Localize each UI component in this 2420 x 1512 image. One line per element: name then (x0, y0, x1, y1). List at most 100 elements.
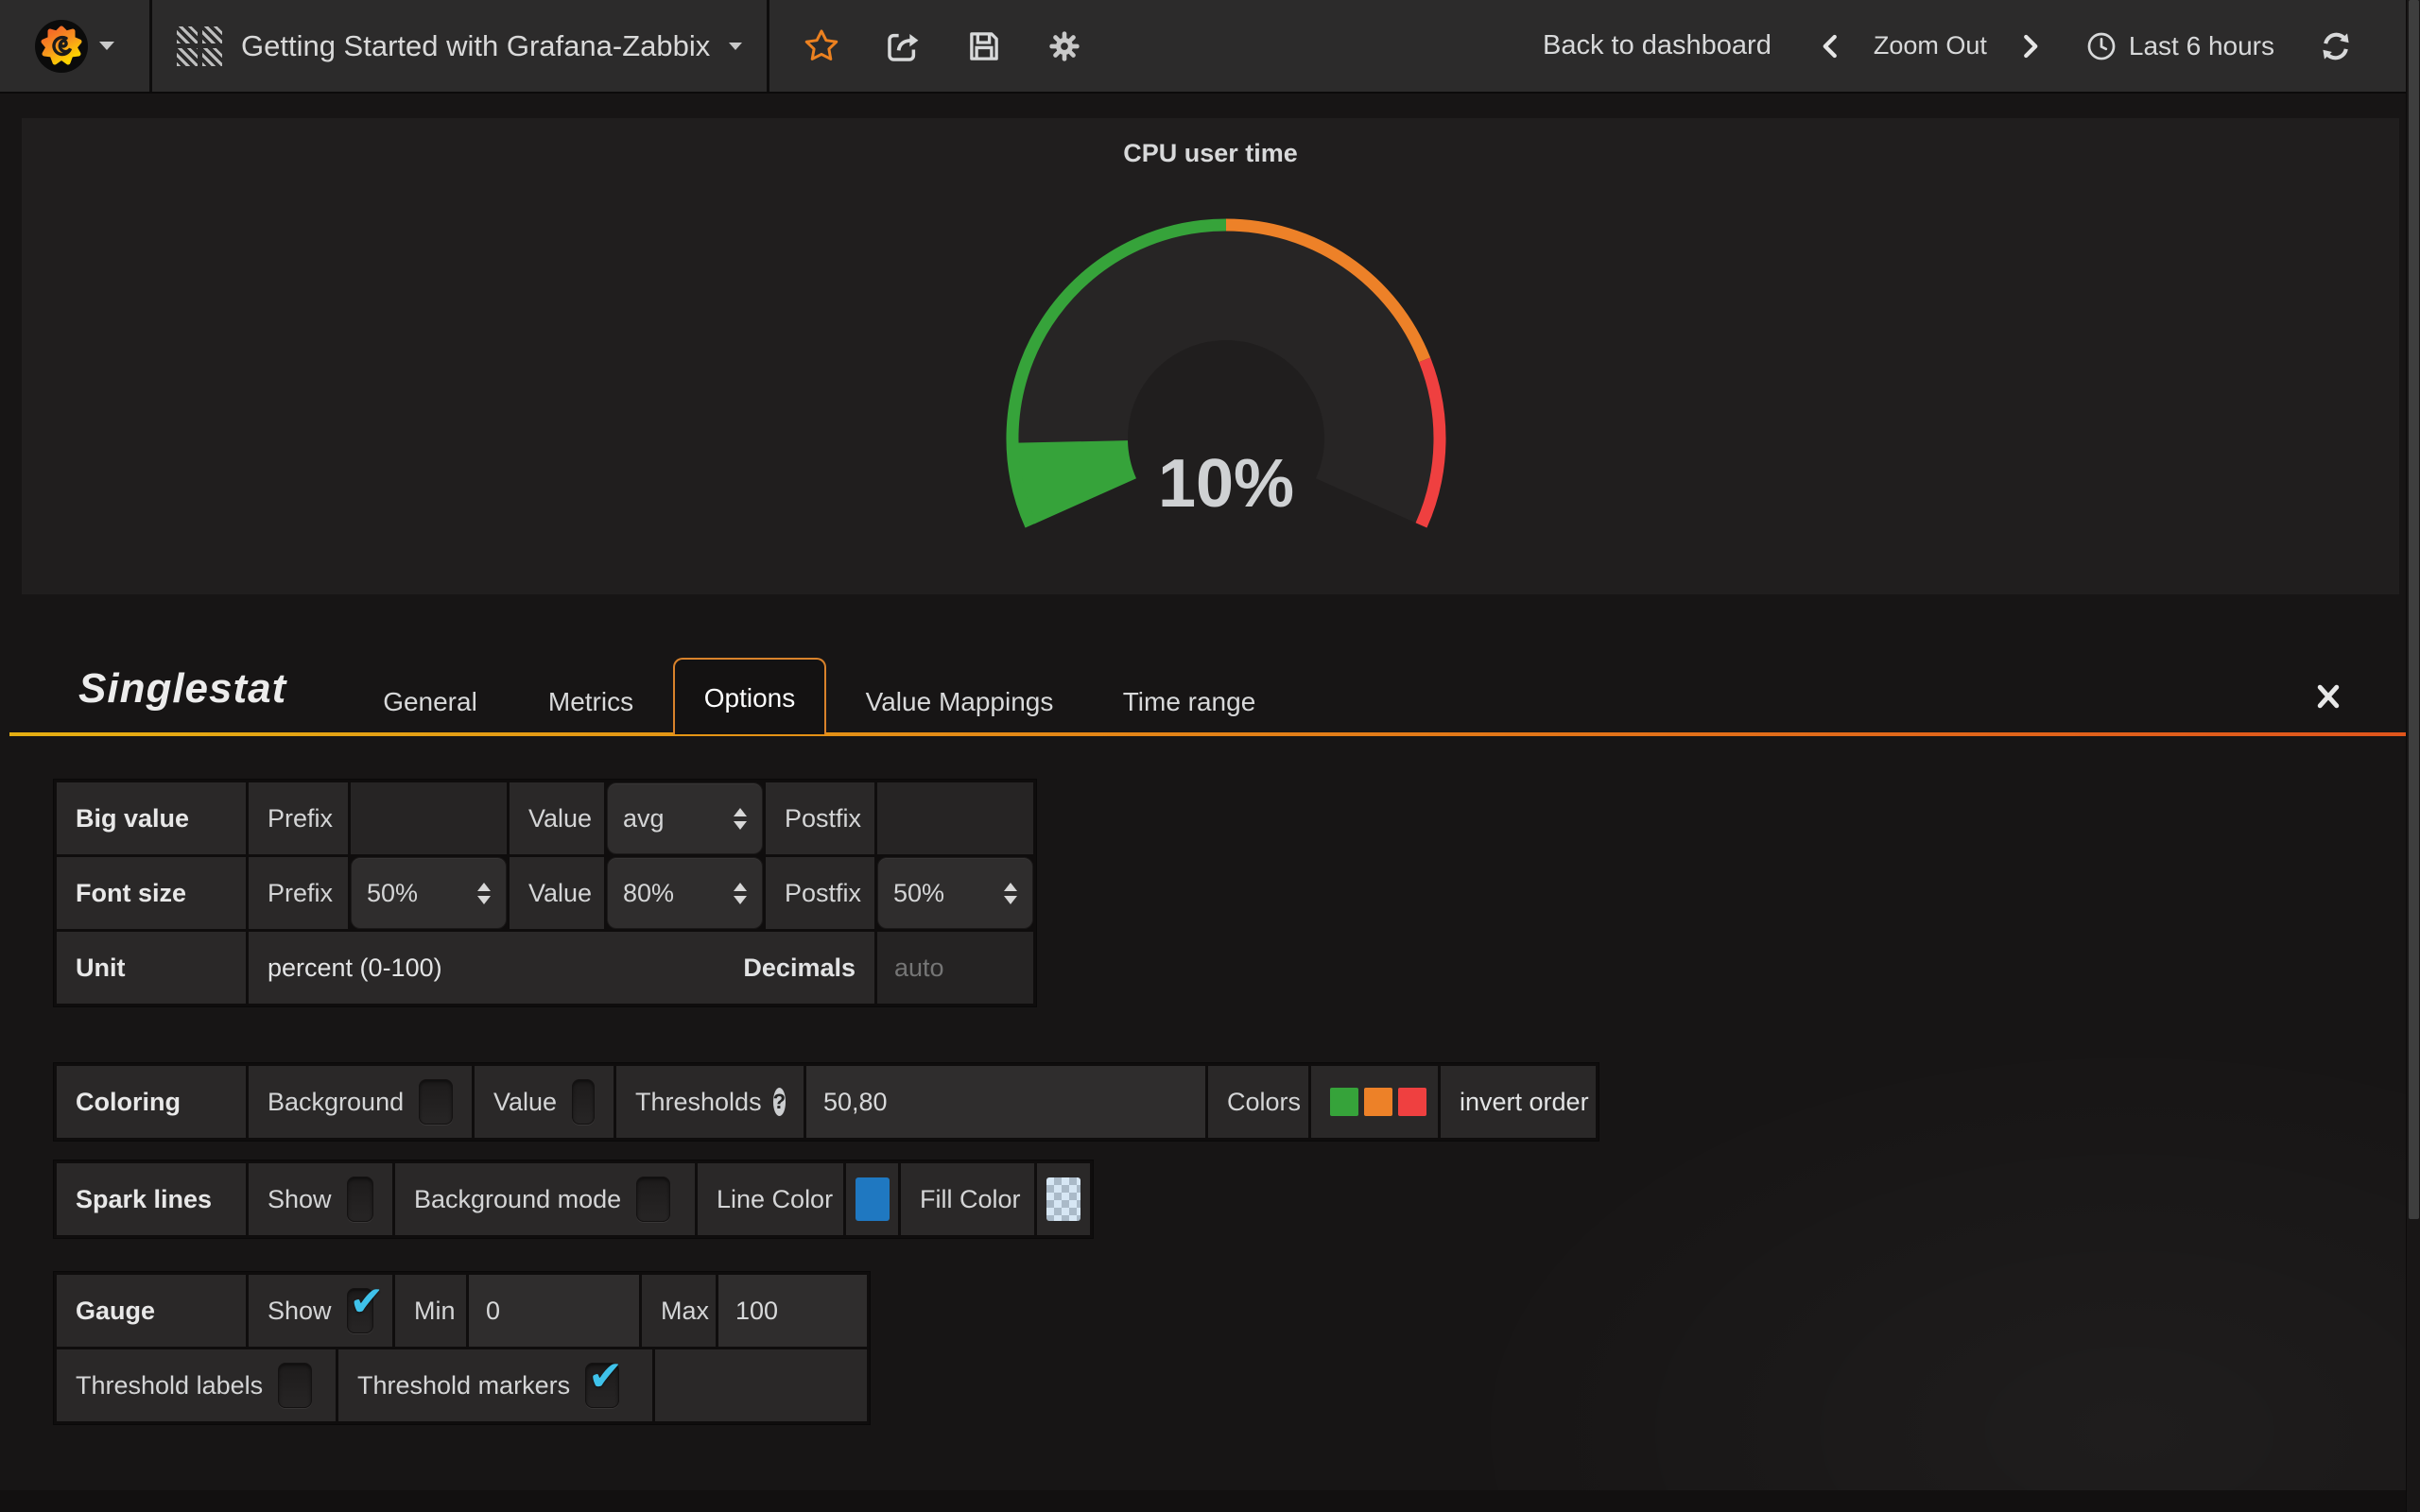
postfix-label: Postfix (766, 782, 874, 854)
time-shift-right-button[interactable] (2015, 30, 2044, 62)
thresholds-input[interactable] (806, 1066, 1205, 1138)
big-value-postfix-input[interactable] (877, 782, 1033, 854)
empty-cell (655, 1349, 867, 1421)
background-checkbox[interactable]: ✔ (419, 1079, 453, 1125)
gauge-min-input[interactable] (469, 1275, 639, 1347)
background-mode-checkbox[interactable]: ✔ (636, 1177, 671, 1222)
threshold-labels-cell: Threshold labels ✔ (57, 1349, 336, 1421)
time-picker-button[interactable]: Last 6 hours (2085, 30, 2274, 62)
threshold-options-row: Threshold labels ✔ Threshold markers ✔ (57, 1349, 867, 1421)
value-font-size-select[interactable]: 80% (607, 857, 763, 929)
time-shift-left-button[interactable] (1817, 30, 1845, 62)
refresh-button[interactable] (2318, 28, 2354, 64)
gauge-ring-orange (1225, 218, 1431, 363)
spark-lines-table: Spark lines Show ✔ Background mode ✔ Lin… (53, 1160, 1094, 1239)
postfix-size-cell: 50% (877, 857, 1033, 929)
star-button[interactable] (802, 26, 841, 66)
gauge-max-input[interactable] (718, 1275, 867, 1347)
coloring-value-cell: Value ✔ (475, 1066, 614, 1138)
spark-lines-label: Spark lines (57, 1163, 246, 1235)
dashboard-grid-icon (177, 26, 222, 66)
invert-order-link[interactable]: invert order (1460, 1087, 1589, 1116)
min-label: Min (395, 1275, 466, 1347)
prefix-font-size-select[interactable]: 50% (351, 857, 507, 929)
gauge-body-arc (1016, 229, 1436, 524)
big-value-row: Big value Prefix Value avg Postfix (57, 782, 1033, 854)
gauge-label: Gauge (57, 1275, 246, 1347)
tab-general[interactable]: General (383, 687, 477, 716)
tab-value-mappings[interactable]: Value Mappings (865, 687, 1054, 716)
tab-metrics[interactable]: Metrics (547, 687, 634, 716)
color-swatches-cell (1311, 1066, 1438, 1138)
spark-lines-row: Spark lines Show ✔ Background mode ✔ Lin… (57, 1163, 1090, 1235)
tab-time-range[interactable]: Time range (1122, 687, 1256, 716)
gauge-value-arc (1016, 438, 1137, 524)
thresholds-label-cell: Thresholds ? (616, 1066, 804, 1138)
gauge-show-checkbox[interactable]: ✔ (346, 1279, 384, 1333)
prefix-size-cell: 50% (351, 857, 507, 929)
scrollbar-thumb[interactable] (2409, 0, 2419, 1219)
gauge-svg: 10% (1006, 218, 1446, 528)
threshold-labels-checkbox[interactable]: ✔ (278, 1363, 313, 1408)
check-icon: ✔ (588, 1353, 623, 1400)
prefix-label: Prefix (249, 782, 348, 854)
value-select-cell: avg (607, 782, 763, 854)
close-icon (2317, 684, 2340, 709)
coloring-label: Coloring (57, 1066, 246, 1138)
share-icon (888, 33, 919, 61)
threshold-color-swatch-green[interactable] (1330, 1088, 1358, 1116)
unit-picker-link[interactable]: percent (0-100) (268, 953, 442, 982)
zoom-out-link[interactable]: Zoom Out (1873, 31, 1987, 60)
threshold-markers-checkbox[interactable]: ✔ (585, 1353, 623, 1408)
colors-label: Colors (1208, 1066, 1308, 1138)
prefix-input-cell (351, 782, 507, 854)
line-color-label: Line Color (698, 1163, 843, 1235)
threshold-color-swatch-orange[interactable] (1364, 1088, 1392, 1116)
gauge-row: Gauge Show ✔ Min Max (57, 1275, 867, 1347)
back-to-dashboard-link[interactable]: Back to dashboard (1543, 30, 1772, 60)
select-spinner-icon (477, 882, 491, 904)
threshold-labels-label: Threshold labels (76, 1370, 264, 1400)
big-value-prefix-input[interactable] (351, 782, 507, 854)
time-range-label: Last 6 hours (2128, 30, 2274, 60)
postfix-font-size-select[interactable]: 50% (877, 857, 1033, 929)
threshold-color-swatch-red[interactable] (1398, 1088, 1426, 1116)
dashboard-picker[interactable]: Getting Started with Grafana-Zabbix (152, 0, 767, 92)
selected-prefix-size: 50% (367, 878, 419, 907)
select-spinner-icon (1004, 882, 1017, 904)
chevron-left-icon (1823, 34, 1837, 58)
star-icon (805, 28, 838, 60)
gauge-value-text: 10% (1158, 446, 1294, 522)
gauge-show-cell: Show ✔ (249, 1275, 392, 1347)
chevron-right-icon (2024, 34, 2038, 58)
panel-title[interactable]: CPU user time (1123, 139, 1298, 167)
coloring-background-cell: Background ✔ (249, 1066, 472, 1138)
settings-button[interactable] (1046, 27, 1083, 65)
gauge: 10% (952, 198, 1500, 572)
fill-color-swatch[interactable] (1046, 1177, 1080, 1221)
chevron-down-icon (99, 42, 114, 50)
close-editor-button[interactable] (2314, 682, 2342, 715)
share-button[interactable] (883, 26, 923, 66)
max-input-cell (718, 1275, 867, 1347)
value-checkbox[interactable]: ✔ (572, 1079, 595, 1125)
show-label: Show (268, 1296, 332, 1325)
check-icon: ✔ (349, 1279, 385, 1325)
tab-options[interactable]: Options (673, 658, 826, 734)
unit-value-cell: percent (0-100) Decimals (249, 932, 874, 1004)
coloring-table: Coloring Background ✔ Value ✔ Thresholds… (53, 1062, 1599, 1142)
line-color-cell (846, 1163, 898, 1235)
font-size-row: Font size Prefix 50% Value 80% Postfix 5… (57, 857, 1033, 929)
gauge-table: Gauge Show ✔ Min Max Threshold labels ✔ … (53, 1271, 871, 1425)
save-button[interactable] (964, 26, 1004, 66)
clock-icon (2087, 32, 2116, 60)
fill-color-cell (1037, 1163, 1090, 1235)
decimals-input[interactable] (877, 932, 1033, 1004)
line-color-swatch[interactable] (855, 1177, 890, 1221)
thresholds-label: Thresholds (635, 1087, 762, 1116)
spark-show-checkbox[interactable]: ✔ (346, 1177, 373, 1222)
help-icon[interactable]: ? (772, 1088, 786, 1116)
grafana-menu-button[interactable] (0, 0, 149, 92)
big-value-stat-select[interactable]: avg (607, 782, 763, 854)
